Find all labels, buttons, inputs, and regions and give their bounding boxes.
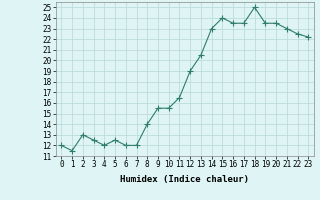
X-axis label: Humidex (Indice chaleur): Humidex (Indice chaleur) bbox=[120, 175, 249, 184]
